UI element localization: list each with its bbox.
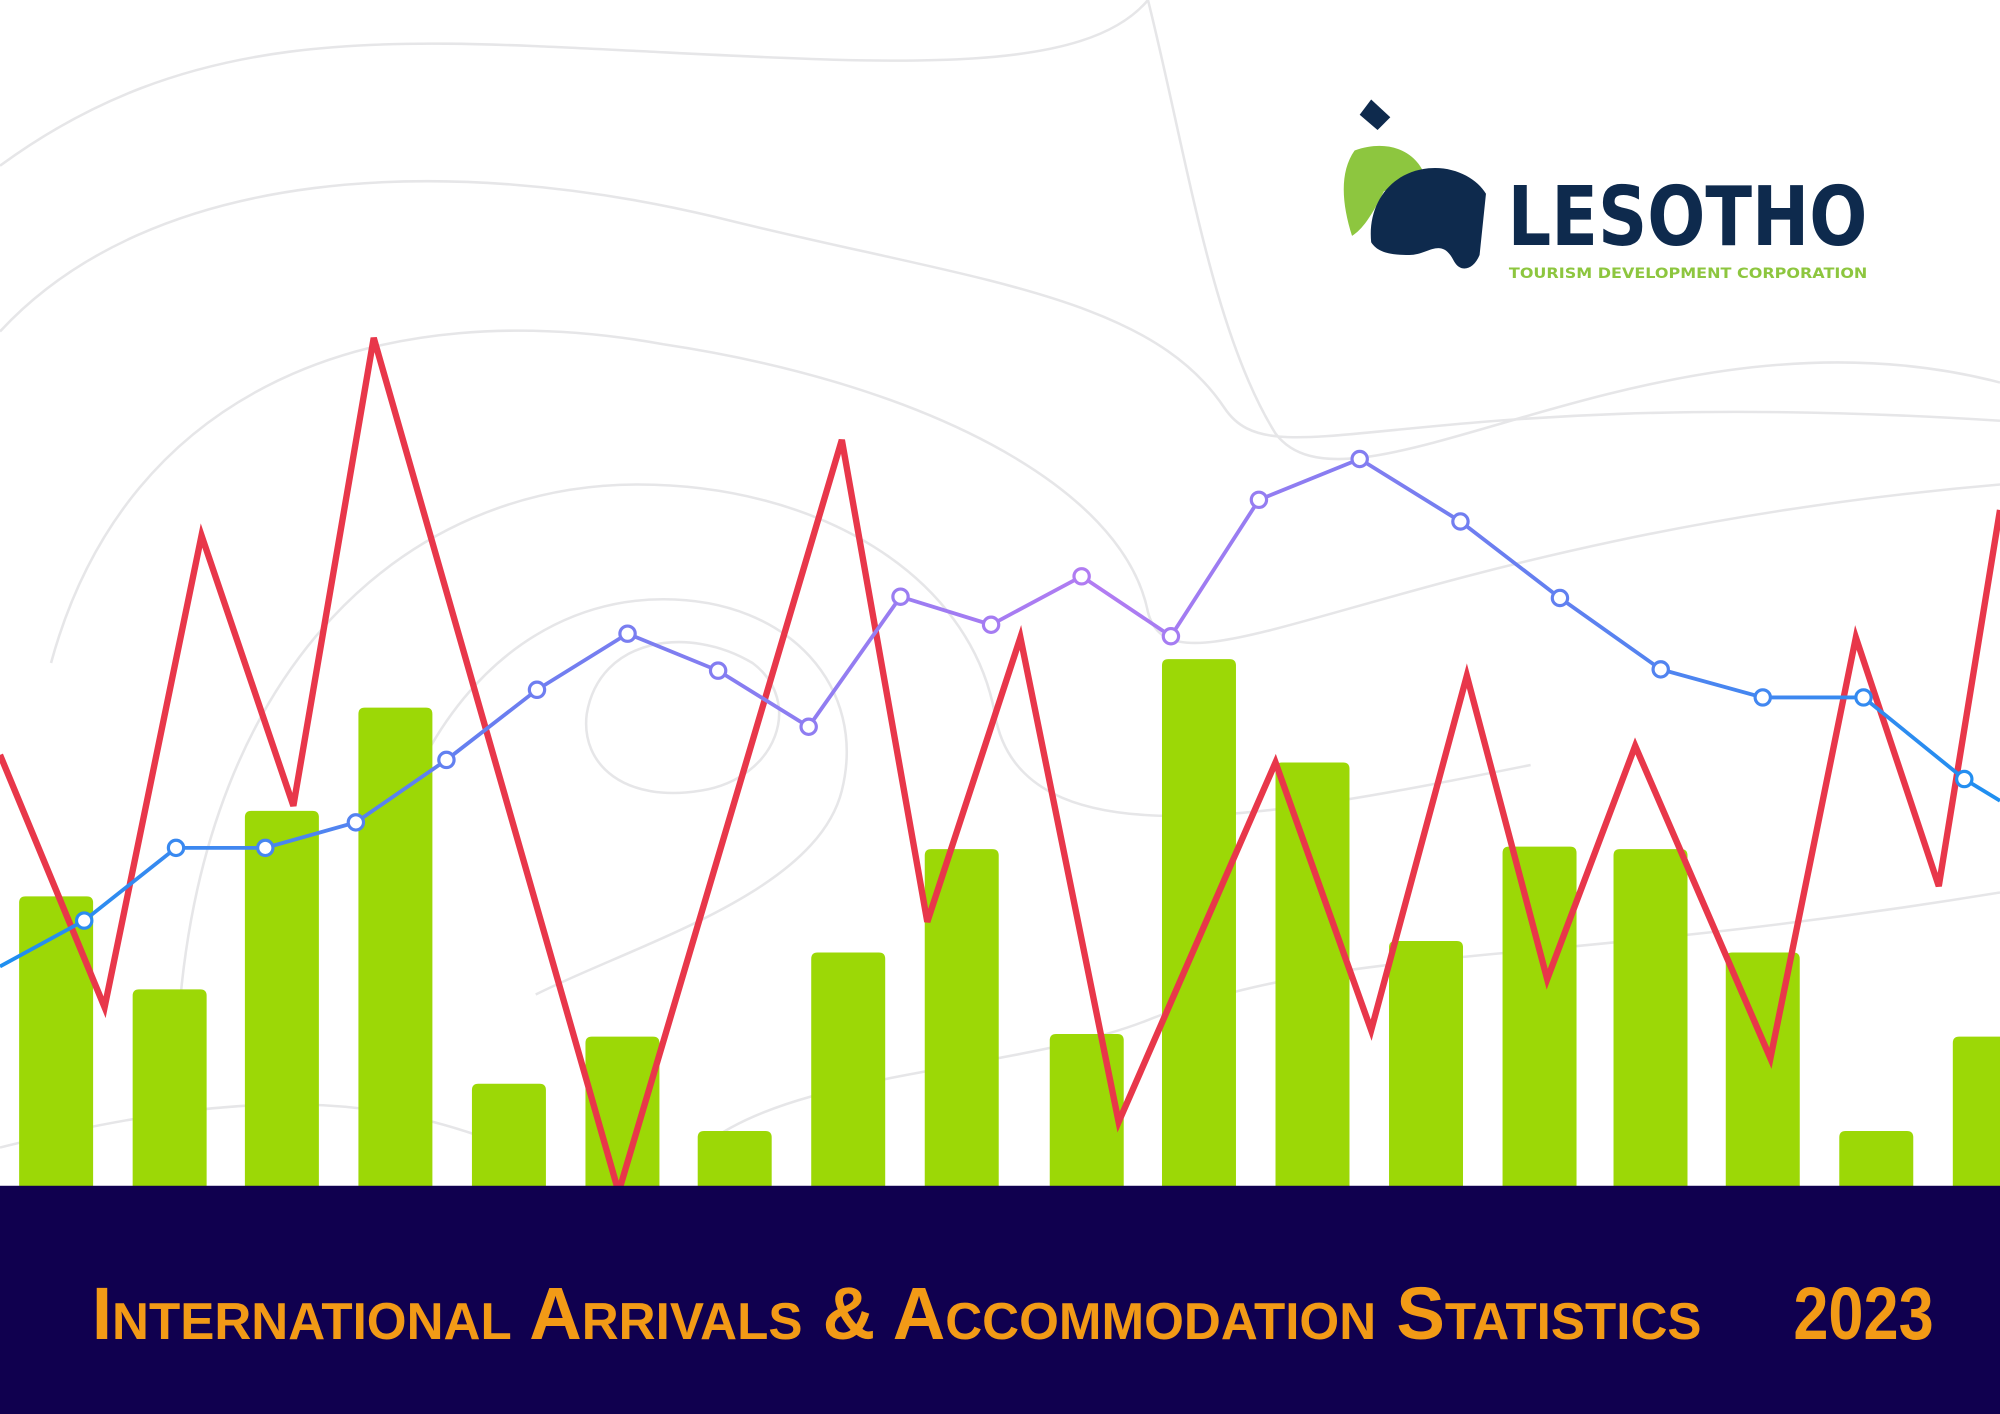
decorative-bar [244,810,319,1193]
decorative-marker [346,813,366,832]
decorative-bar [924,849,999,1193]
decorative-marker [1161,626,1181,646]
decorative-marker [1249,490,1269,510]
decorative-bar [471,1083,546,1193]
decorative-bar [358,707,433,1193]
logo-tagline: TOURISM DEVELOPMENT CORPORATION [1509,266,1867,282]
decorative-bar [19,896,94,1193]
decorative-red-line [0,337,2000,1204]
decorative-bar [1389,940,1464,1193]
decorative-bar [811,952,886,1193]
decorative-marker [799,717,818,737]
report-title: International Arrivals & Accommodation S… [92,1272,1702,1355]
decorative-marker [618,624,637,643]
decorative-marker [1550,588,1570,608]
decorative-marker [527,680,547,700]
decorative-bar [585,1036,660,1193]
decorative-line-group [0,449,2000,969]
decorative-bar [697,1130,772,1193]
decorative-marker [256,838,275,858]
decorative-marker [1451,512,1470,531]
decorative-bar [1161,659,1236,1193]
logo-horse [1370,167,1486,269]
decorative-marker [1854,688,1873,707]
decorative-marker [891,587,910,606]
logo-leaf [1343,145,1427,236]
decorative-marker [1651,660,1670,679]
logo-name: LESOTHO [1508,170,1868,265]
decorative-bar [1952,1036,2000,1193]
decorative-bar [1613,849,1688,1193]
decorative-bar [1049,1034,1124,1193]
decorative-bar [1839,1130,1914,1193]
decorative-marker [1753,688,1773,707]
report-year: 2023 [1793,1272,1933,1355]
decorative-bar [132,989,207,1193]
logo: LESOTHO TOURISM DEVELOPMENT CORPORATION [1343,99,1868,282]
decorative-marker [437,750,456,770]
decorative-bar [1502,846,1577,1193]
decorative-marker [981,615,1001,635]
footer-band [0,1185,2000,1414]
decorative-marker [166,838,186,858]
decorative-marker [1955,769,1974,789]
decorative-marker [708,661,728,680]
decorative-marker [1350,449,1369,469]
decorative-bar [1275,762,1350,1193]
decorative-bars [19,659,2000,1193]
decorative-marker [1072,567,1091,586]
logo-hat [1359,99,1391,131]
decorative-marker [74,911,94,930]
